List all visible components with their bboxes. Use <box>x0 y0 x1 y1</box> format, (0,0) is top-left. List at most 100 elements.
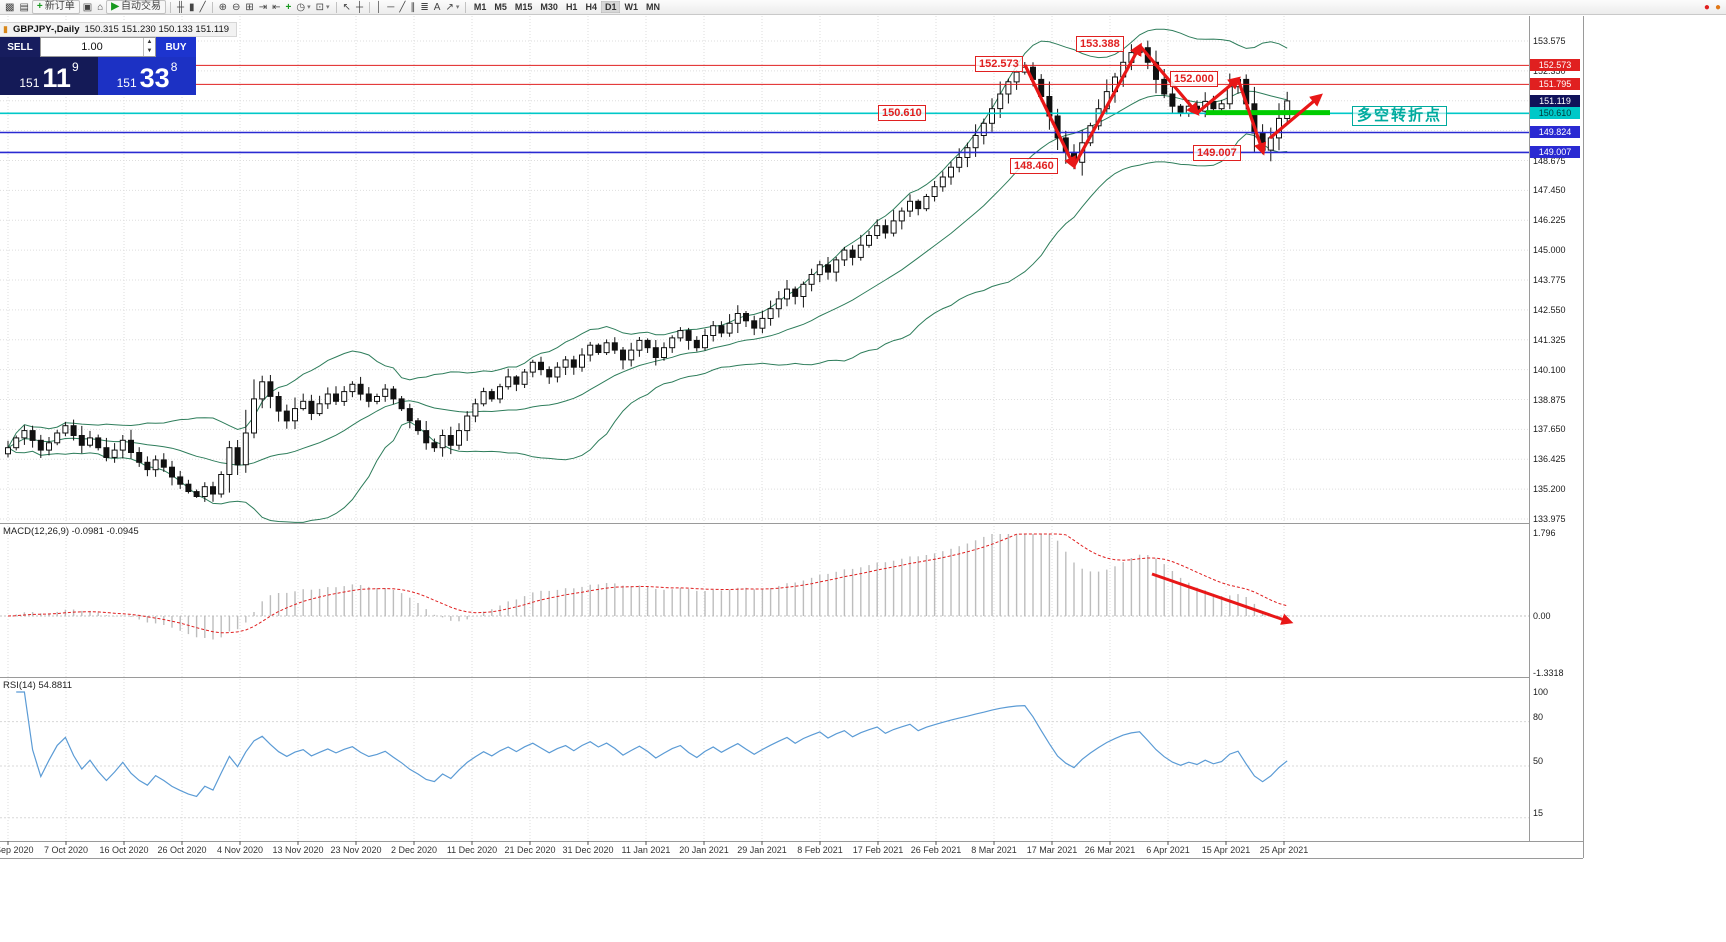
alert-orange-icon[interactable]: ● <box>1713 1 1723 14</box>
toolbar-separator <box>169 1 171 13</box>
time-axis-label: 20 Jan 2021 <box>679 845 729 855</box>
time-axis-label: 26 Oct 2020 <box>157 845 207 855</box>
tile-windows-icon[interactable]: ⊞ <box>243 1 255 14</box>
timeframe-h4[interactable]: H4 <box>585 2 597 12</box>
timeframe-h1[interactable]: H1 <box>565 2 578 12</box>
timeframe-m30[interactable]: M30 <box>540 2 558 12</box>
data-window-icon: ▣ <box>82 1 93 13</box>
channel-icon: ∥ <box>410 1 416 13</box>
arrows-icon[interactable]: ↗ ▾ <box>443 1 461 14</box>
bars-chart-icon[interactable]: ╫ <box>175 1 186 14</box>
rsi-panel <box>0 691 1529 819</box>
macd-panel <box>0 533 1529 640</box>
sell-button[interactable]: SELL <box>0 37 40 57</box>
price-badge-149.007: 149.007 <box>1530 146 1580 159</box>
time-axis-label: 17 Mar 2021 <box>1026 845 1078 855</box>
timeframe-d1[interactable]: D1 <box>601 1 620 13</box>
time-axis-label: 16 Oct 2020 <box>99 845 149 855</box>
bars-chart-icon: ╫ <box>176 1 185 13</box>
price-axis-label: 135.200 <box>1533 484 1566 495</box>
price-axis-label: 138.875 <box>1533 394 1566 405</box>
price-annotation-box[interactable]: 153.388 <box>1076 36 1124 52</box>
rsi-axis-label: 50 <box>1533 756 1544 766</box>
price-annotation-box[interactable]: 150.610 <box>878 105 926 121</box>
crosshair-icon[interactable]: ┼ <box>354 1 365 14</box>
indicators-icon[interactable]: + <box>284 1 294 14</box>
bid-price[interactable]: 151 11 9 <box>0 57 98 95</box>
fibonacci-icon[interactable]: ≣ <box>418 1 430 14</box>
channel-icon[interactable]: ∥ <box>408 1 417 14</box>
time-axis-label: 8 Feb 2021 <box>797 845 843 855</box>
zoom-in-icon[interactable]: ⊕ <box>217 1 229 14</box>
text-icon[interactable]: A <box>432 1 443 14</box>
navigator-icon: ⌂ <box>97 1 104 13</box>
chevron-down-icon[interactable]: ▾ <box>455 3 460 11</box>
text-icon: A <box>433 1 441 13</box>
volume-up-icon[interactable]: ▲ <box>146 39 153 45</box>
time-axis-label: 25 Apr 2021 <box>1259 845 1309 855</box>
chart-shift-icon[interactable]: ⇤ <box>270 1 282 14</box>
horizontal-line-icon: ─ <box>387 1 395 13</box>
chart-window-title: ▮ GBPJPY-,Daily 150.315 151.230 150.133 … <box>0 22 238 37</box>
periods-icon[interactable]: ◷ ▾ <box>294 1 312 14</box>
horizontal-line-icon[interactable]: ─ <box>385 1 396 14</box>
data-window-icon[interactable]: ▣ <box>81 1 94 14</box>
alert-red-icon[interactable]: ● <box>1702 1 1712 14</box>
chevron-down-icon[interactable]: ▾ <box>307 3 311 11</box>
new-order-button[interactable]: + 新订单 <box>31 0 80 14</box>
tile-windows-icon: ⊞ <box>245 1 254 13</box>
templates-icon[interactable]: ⊡ ▾ <box>314 1 332 14</box>
turning-point-note[interactable]: 多空转折点 <box>1352 106 1448 126</box>
chevron-down-icon[interactable]: ▾ <box>326 3 330 11</box>
price-annotation-box[interactable]: 152.573 <box>975 56 1023 72</box>
price-annotation-box[interactable]: 152.000 <box>1170 71 1218 87</box>
profiles-icon: ▤ <box>19 1 29 13</box>
profiles-icon[interactable]: ▤ <box>17 1 30 14</box>
bollinger-bands <box>7 28 1288 523</box>
volume-field[interactable]: 1.00 ▲ ▼ <box>40 37 156 57</box>
line-chart-icon[interactable]: ╱ <box>198 1 208 14</box>
zoom-out-icon[interactable]: ⊖ <box>230 1 242 14</box>
price-annotation-box[interactable]: 149.007 <box>1193 145 1241 161</box>
vertical-line-icon[interactable]: │ <box>374 1 384 14</box>
crosshair-icon: ┼ <box>355 1 364 13</box>
auto-trading-button[interactable]: ▶ 自动交易 <box>106 0 166 14</box>
price-badge-150.610: 150.610 <box>1530 107 1580 120</box>
navigator-icon[interactable]: ⌂ <box>95 1 105 14</box>
timeframe-m5[interactable]: M5 <box>494 2 507 12</box>
ask-main: 33 <box>139 63 170 93</box>
time-axis-label: 11 Dec 2020 <box>446 845 498 855</box>
new-chart-icon[interactable]: ▩ <box>3 1 16 14</box>
time-axis-label: 13 Nov 2020 <box>272 845 324 855</box>
volume-value[interactable]: 1.00 <box>81 41 103 53</box>
time-axis-label: 7 Oct 2020 <box>43 845 89 855</box>
zoom-out-icon: ⊖ <box>231 1 241 13</box>
volume-down-icon[interactable]: ▼ <box>146 48 153 54</box>
timeframe-m15[interactable]: M15 <box>514 2 533 12</box>
alert-orange-icon: ● <box>1714 1 1721 13</box>
trendline-icon[interactable]: ╱ <box>397 1 407 14</box>
timeframe-m1[interactable]: M1 <box>473 2 487 12</box>
cursor-icon: ↖ <box>342 1 351 13</box>
alert-red-icon: ● <box>1703 1 1710 13</box>
grid <box>0 16 1529 841</box>
chart-symbol-period: GBPJPY-,Daily <box>12 24 80 35</box>
templates-icon: ⊡ <box>315 1 325 13</box>
volume-stepper[interactable]: ▲ ▼ <box>143 38 155 56</box>
cursor-icon[interactable]: ↖ <box>341 1 353 14</box>
timeframe-mn[interactable]: MN <box>645 2 660 12</box>
ask-price[interactable]: 151 33 8 <box>98 57 196 95</box>
price-annotation-box[interactable]: 148.460 <box>1010 158 1058 174</box>
buy-button[interactable]: BUY <box>156 37 196 57</box>
time-axis-label: 17 Feb 2021 <box>852 845 904 855</box>
time-axis-label: 15 Apr 2021 <box>1201 845 1251 855</box>
toolbar-separator <box>369 1 371 13</box>
macd-axis-label: 0.00 <box>1533 611 1551 621</box>
ask-pip: 8 <box>170 60 178 74</box>
candlestick-chart-icon[interactable]: ▮ <box>187 1 197 14</box>
rsi-axis-label: 15 <box>1533 808 1544 818</box>
timeframe-w1[interactable]: W1 <box>624 2 638 12</box>
auto-scroll-icon[interactable]: ⇥ <box>257 1 269 14</box>
fibonacci-icon: ≣ <box>420 1 429 13</box>
